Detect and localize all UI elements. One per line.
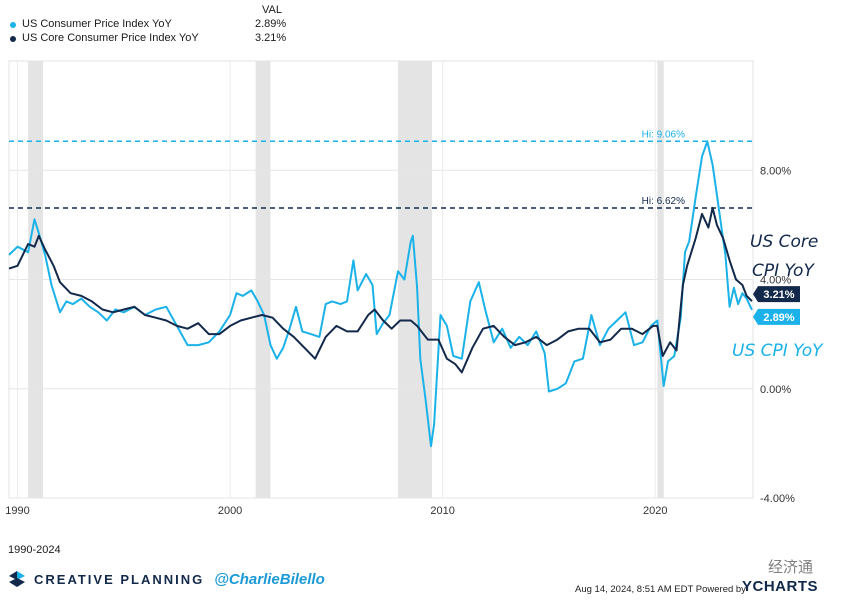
date-range-label: 1990-2024 [8,544,61,556]
twitter-handle: @CharlieBilello [214,570,325,588]
x-tick-label: 2000 [218,505,242,517]
legend-item-core-cpi[interactable]: US Core Consumer Price Index YoY 3.21% [8,32,308,46]
end-value-badge: 2.89% [753,308,800,325]
legend-value-header: VAL [262,4,282,16]
y-tick-label: 8.00% [760,165,791,177]
x-tick-label: 2010 [430,505,454,517]
end-value-label: 2.89% [763,312,794,324]
creative-planning-logo-icon [9,571,25,587]
cpi-series-line [8,140,753,448]
core-cpi-series-line [8,206,753,374]
end-value-badge: 3.21% [753,286,800,303]
legend-dot-icon [10,22,16,28]
brand-logo: CREATIVE PLANNING @CharlieBilello [8,568,325,590]
ycharts-logo: YCHARTS [742,578,819,595]
end-value-badge-bg [753,286,800,303]
high-value-label: Hi: 6.62% [642,196,685,207]
legend-item-cpi[interactable]: US Consumer Price Index YoY 2.89% [8,18,308,32]
line-chart: 8.00% 4.00% 0.00% -4.00% 1990 2000 2010 2020 Hi:… [5,60,824,517]
legend-item-value: 3.21% [255,32,287,44]
y-tick-label: 4.00% [760,275,791,287]
legend-dot-icon [10,36,16,42]
y-tick-label: -4.00% [760,493,795,505]
brand-name: CREATIVE PLANNING [34,571,205,587]
high-value-label: Hi: 9.06% [642,129,685,140]
end-value-label: 3.21% [763,289,794,301]
legend-item-label: US Consumer Price Index YoY [22,18,172,30]
series-annotation: US CPI YoY [732,341,824,361]
x-tick-label: 2020 [643,505,667,517]
y-tick-label: 0.00% [760,384,791,396]
watermark: 经济通 [768,559,814,576]
legend-item-value: 2.89% [255,18,287,30]
x-tick-label: 1990 [5,505,29,517]
legend-item-label: US Core Consumer Price Index YoY [22,32,199,44]
footer-timestamp: Aug 14, 2024, 8:51 AM EDT Powered by [575,584,746,595]
end-value-badge-bg [753,308,800,325]
series-annotation: US Core [750,232,818,252]
series-annotation: CPI YoY [752,261,815,281]
